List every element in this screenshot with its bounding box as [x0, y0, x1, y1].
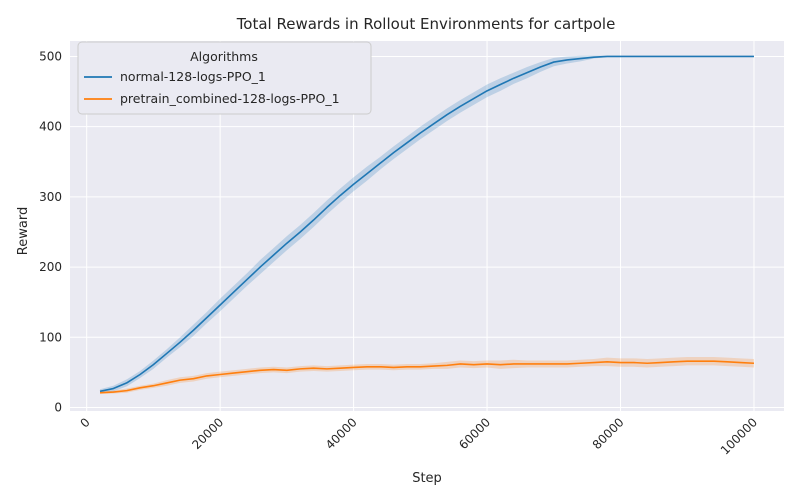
y-tick-label: 500	[39, 49, 62, 63]
legend-label-series-1: normal-128-logs-PPO_1	[120, 69, 266, 84]
x-tick-label: 100000	[718, 415, 760, 457]
legend: Algorithms normal-128-logs-PPO_1 pretrai…	[77, 41, 372, 115]
legend-box	[77, 41, 372, 115]
confidence-band-series-1	[100, 55, 754, 394]
x-tick-label: 80000	[590, 415, 627, 452]
y-tick-label: 300	[39, 190, 62, 204]
chart-title: Total Rewards in Rollout Environments fo…	[236, 15, 616, 33]
y-tick-labels: 0 100 200 300 400 500	[39, 49, 62, 414]
series-lines	[99, 55, 755, 394]
x-tick-label: 60000	[456, 415, 493, 452]
y-axis-label: Reward	[16, 207, 31, 255]
legend-label-series-2: pretrain_combined-128-logs-PPO_1	[120, 91, 340, 106]
x-tick-label: 40000	[323, 415, 360, 452]
x-axis-label: Step	[412, 471, 442, 486]
y-tick-label: 0	[54, 400, 62, 414]
legend-title: Algorithms	[190, 49, 258, 64]
line-series-1	[99, 55, 754, 393]
y-tick-label: 200	[39, 260, 62, 274]
y-tick-label: 100	[39, 330, 62, 344]
x-tick-labels: 0 20000 40000 60000 80000 100000	[78, 415, 761, 457]
line-series-2	[99, 360, 755, 394]
x-tick-label: 20000	[189, 415, 226, 452]
y-tick-label: 400	[39, 120, 62, 134]
x-tick-label: 0	[78, 415, 93, 430]
